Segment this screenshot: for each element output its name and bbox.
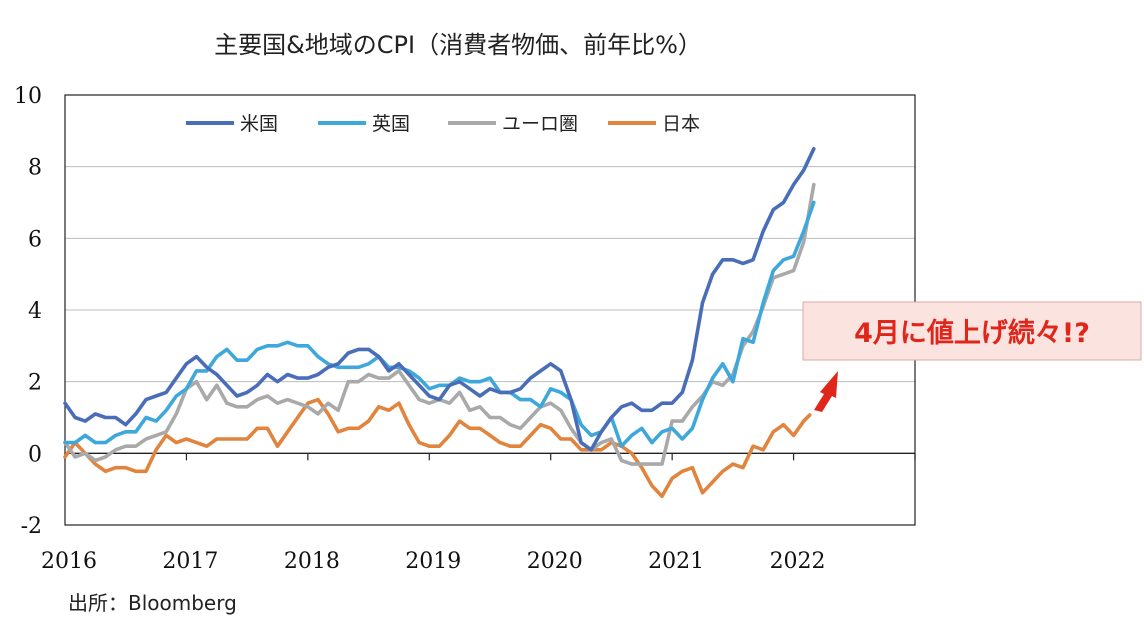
chart-title: 主要国&地域のCPI（消費者物価、前年比%）: [214, 31, 702, 59]
y-tick-label: 6: [28, 227, 42, 252]
gridlines: [65, 166, 915, 383]
source-note: 出所：Bloomberg: [68, 591, 237, 615]
japan-dashed-extension: [801, 413, 812, 423]
annotation-text: 4月に値上げ続々!?: [854, 318, 1090, 349]
x-tick-label: 2017: [162, 549, 218, 574]
annotation-arrow: [814, 371, 838, 412]
y-tick-label: 2: [28, 371, 42, 396]
x-tick-label: 2018: [284, 549, 340, 574]
x-tick-label: 2021: [648, 549, 704, 574]
legend-label: 英国: [372, 113, 410, 135]
series-line-4: [63, 397, 806, 499]
y-tick-label: 10: [14, 84, 42, 109]
x-tick-label: 2016: [41, 549, 97, 574]
series-lines: [63, 147, 816, 499]
x-tick-label: 2022: [770, 549, 826, 574]
series-line-1: [63, 147, 816, 452]
annotation-box: [802, 301, 1142, 361]
legend: 米国 英国 ユーロ圏 日本: [186, 113, 700, 135]
legend-label: ユーロ圏: [502, 113, 578, 135]
y-tick-label: 0: [28, 442, 42, 467]
y-tick-label: 4: [28, 299, 42, 324]
x-tick-label: 2019: [405, 549, 461, 574]
legend-label: 日本: [662, 113, 700, 135]
legend-label: 米国: [240, 113, 278, 135]
series-line-3: [63, 182, 816, 466]
series-line-2: [63, 200, 816, 449]
y-tick-label: 8: [28, 156, 42, 181]
y-axis: -2 0 2 4 6 8 10: [14, 84, 42, 539]
x-axis: 2016 2017 2018 2019 2020 2021 2022: [41, 452, 916, 574]
x-tick-label: 2020: [527, 549, 583, 574]
y-tick-label: -2: [21, 514, 42, 539]
